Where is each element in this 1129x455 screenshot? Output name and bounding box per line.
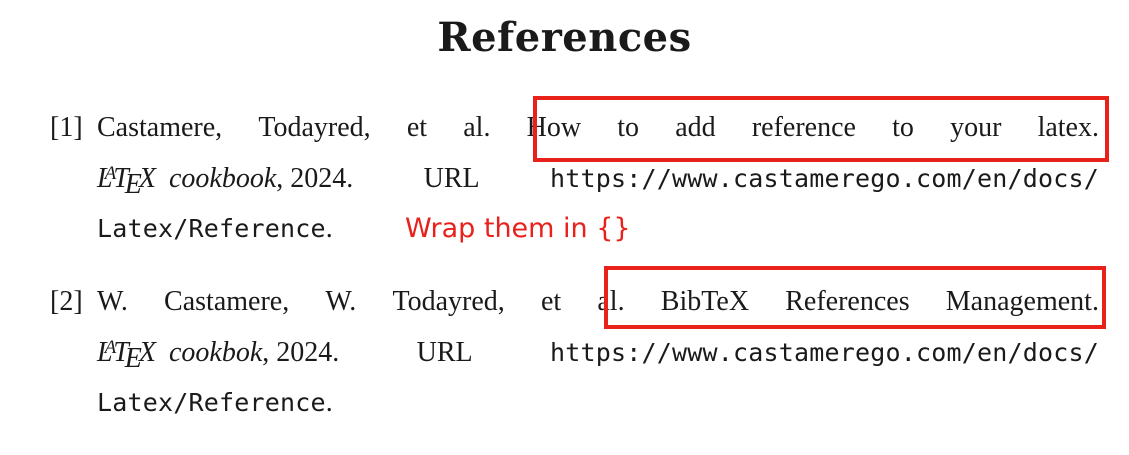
year: , 2024. <box>262 337 340 368</box>
ref-word: Castamere, <box>97 112 223 143</box>
latex-logo: LATEX <box>97 337 156 374</box>
reference-line-1: W. Castamere, W. Todayred, et al. BibTeX… <box>97 285 1099 319</box>
reference-number: [1] <box>50 112 83 143</box>
ref-word: Todayred, <box>392 286 505 317</box>
ref-word: to <box>617 112 640 143</box>
ref-word: latex. <box>1037 112 1099 143</box>
url-link-continued[interactable]: Latex/Reference <box>97 388 326 417</box>
ref-word: al. <box>597 286 625 317</box>
reference-line-3: Latex/Reference. <box>97 386 1099 420</box>
ref-word: How <box>526 112 582 143</box>
ref-word: W. <box>325 286 357 317</box>
url-link[interactable]: https://www.castamerego.com/en/docs/ <box>549 338 1099 367</box>
ref-word: References <box>785 286 910 317</box>
journal-citation: LATEX cookbok, 2024. <box>97 336 340 374</box>
url-label: URL <box>416 337 473 368</box>
reference-line-3: Latex/Reference. <box>97 212 1099 246</box>
journal-citation: LATEX cookbook, 2024. <box>97 162 354 200</box>
url-label: URL <box>423 163 480 194</box>
ref-word: Todayred, <box>258 112 371 143</box>
url-link-continued[interactable]: Latex/Reference <box>97 214 326 243</box>
ref-word: et <box>406 112 428 143</box>
reference-line-1: Castamere, Todayred, et al. How to add r… <box>97 111 1099 145</box>
journal-name: cookbok <box>168 337 263 368</box>
ref-word: BibTeX <box>660 286 750 317</box>
trailing-period: . <box>325 213 333 244</box>
year: , 2024. <box>276 163 354 194</box>
ref-word: your <box>950 112 1002 143</box>
journal-name: cookbook <box>168 163 277 194</box>
reference-line-2: LATEX cookbook, 2024. URL https://www.ca… <box>97 162 1099 200</box>
ref-word: to <box>892 112 914 143</box>
reference-number: [2] <box>50 286 83 317</box>
ref-word: Castamere, <box>164 286 290 317</box>
ref-word: reference <box>751 112 856 143</box>
ref-word: et <box>540 286 562 317</box>
latex-logo: LATEX <box>97 163 156 200</box>
ref-word: al. <box>463 112 491 143</box>
reference-line-2: LATEX cookbok, 2024. URL https://www.cas… <box>97 336 1099 374</box>
ref-word: Management. <box>945 286 1099 317</box>
ref-word: add <box>675 112 716 143</box>
annotation-note: Wrap them in {} <box>405 213 631 244</box>
page-title: References <box>437 14 692 61</box>
ref-word: W. <box>97 286 128 317</box>
trailing-period: . <box>325 387 333 418</box>
url-link[interactable]: https://www.castamerego.com/en/docs/ <box>549 164 1099 193</box>
